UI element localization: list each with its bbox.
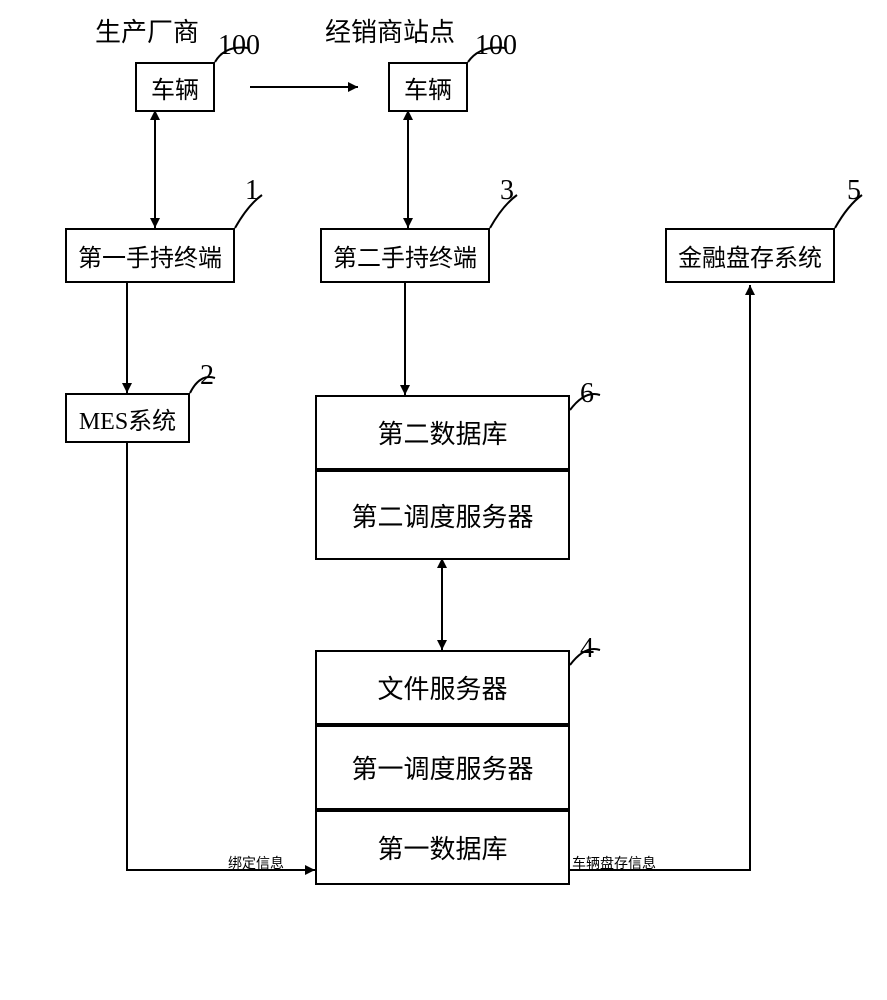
edge-label-inventory: 车辆盘存信息 xyxy=(572,853,656,873)
label-100a: 100 xyxy=(218,30,260,62)
box-scheduler1-label: 第一调度服务器 xyxy=(351,749,533,786)
box-vehicle1: 车辆 xyxy=(135,62,215,112)
edge-label-binding: 绑定信息 xyxy=(228,853,284,873)
label-100b: 100 xyxy=(475,30,517,62)
box-vehicle1-label: 车辆 xyxy=(151,70,199,105)
box-terminal1: 第一手持终端 xyxy=(65,228,235,283)
box-fileserver-label: 文件服务器 xyxy=(377,669,507,706)
box-terminal2: 第二手持终端 xyxy=(320,228,490,283)
box-finance: 金融盘存系统 xyxy=(665,228,835,283)
header-dealer: 经销商站点 xyxy=(325,12,455,49)
label-2: 2 xyxy=(200,360,214,392)
box-db1-label: 第一数据库 xyxy=(377,829,507,866)
label-5: 5 xyxy=(847,175,861,207)
label-4: 4 xyxy=(580,633,594,665)
box-vehicle2: 车辆 xyxy=(388,62,468,112)
box-terminal1-label: 第一手持终端 xyxy=(78,238,222,273)
box-terminal2-label: 第二手持终端 xyxy=(333,238,477,273)
box-db2: 第二数据库 xyxy=(315,395,570,470)
box-scheduler1: 第一调度服务器 xyxy=(315,725,570,810)
box-mes-label: MES系统 xyxy=(79,401,176,436)
label-3: 3 xyxy=(500,175,514,207)
box-db2-label: 第二数据库 xyxy=(377,414,507,451)
diagram-container: 生产厂商 经销商站点 100 100 1 3 5 2 6 4 绑定信息 车辆盘存… xyxy=(0,0,887,1000)
box-fileserver: 文件服务器 xyxy=(315,650,570,725)
header-manufacturer: 生产厂商 xyxy=(95,12,199,49)
box-scheduler2: 第二调度服务器 xyxy=(315,470,570,560)
box-mes: MES系统 xyxy=(65,393,190,443)
label-6: 6 xyxy=(580,378,594,410)
box-vehicle2-label: 车辆 xyxy=(404,70,452,105)
box-finance-label: 金融盘存系统 xyxy=(678,238,822,273)
label-1: 1 xyxy=(245,175,259,207)
box-db1: 第一数据库 xyxy=(315,810,570,885)
box-scheduler2-label: 第二调度服务器 xyxy=(351,497,533,534)
